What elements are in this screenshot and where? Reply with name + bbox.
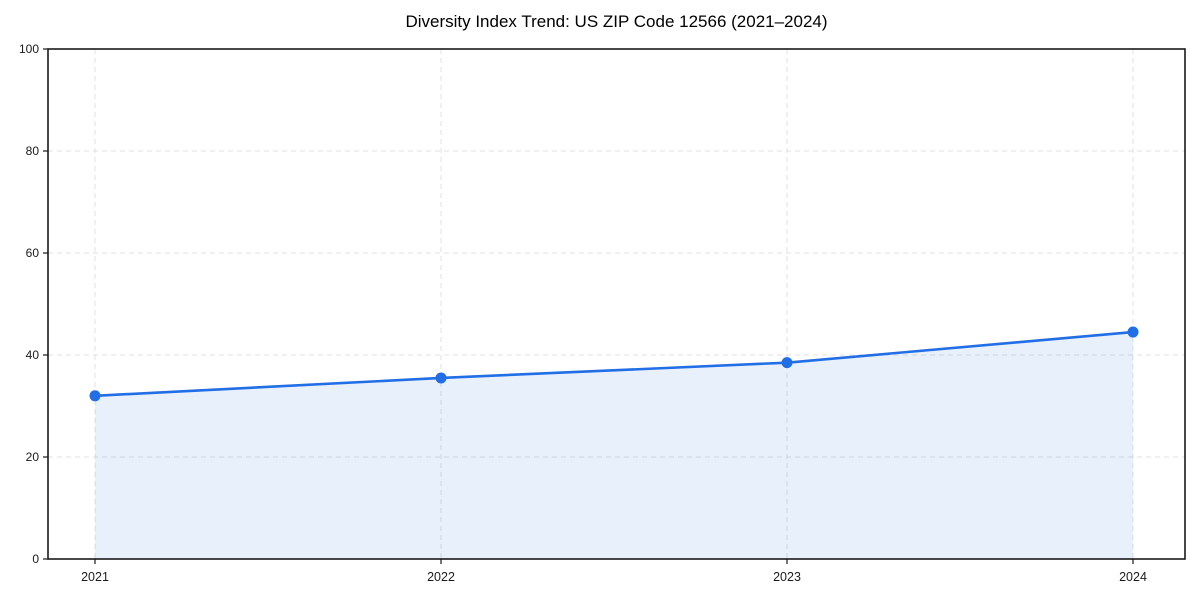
y-tick-label-0: 0 — [32, 552, 39, 566]
x-tick-label-2022: 2022 — [427, 570, 455, 584]
trend-line — [93, 330, 1135, 398]
x-tick-label-2024: 2024 — [1119, 570, 1147, 584]
x-axis: 2021 2022 2023 2024 — [81, 559, 1147, 584]
y-tick-label-20: 20 — [26, 450, 40, 464]
plot-frame — [47, 48, 1186, 560]
data-point-2023 — [781, 357, 793, 369]
data-point-2022 — [435, 372, 447, 384]
chart-title: Diversity Index Trend: US ZIP Code 12566… — [405, 12, 828, 31]
data-point-2021 — [89, 390, 101, 402]
y-tick-label-40: 40 — [26, 348, 40, 362]
y-tick-label-80: 80 — [26, 144, 40, 158]
y-axis: 0 20 40 60 80 100 — [19, 42, 48, 566]
y-tick-label-60: 60 — [26, 246, 40, 260]
y-tick-label-100: 100 — [19, 42, 39, 56]
x-tick-label-2023: 2023 — [773, 570, 801, 584]
area-fill — [95, 332, 1133, 559]
x-tick-label-2021: 2021 — [81, 570, 109, 584]
data-point-2024 — [1127, 326, 1139, 338]
